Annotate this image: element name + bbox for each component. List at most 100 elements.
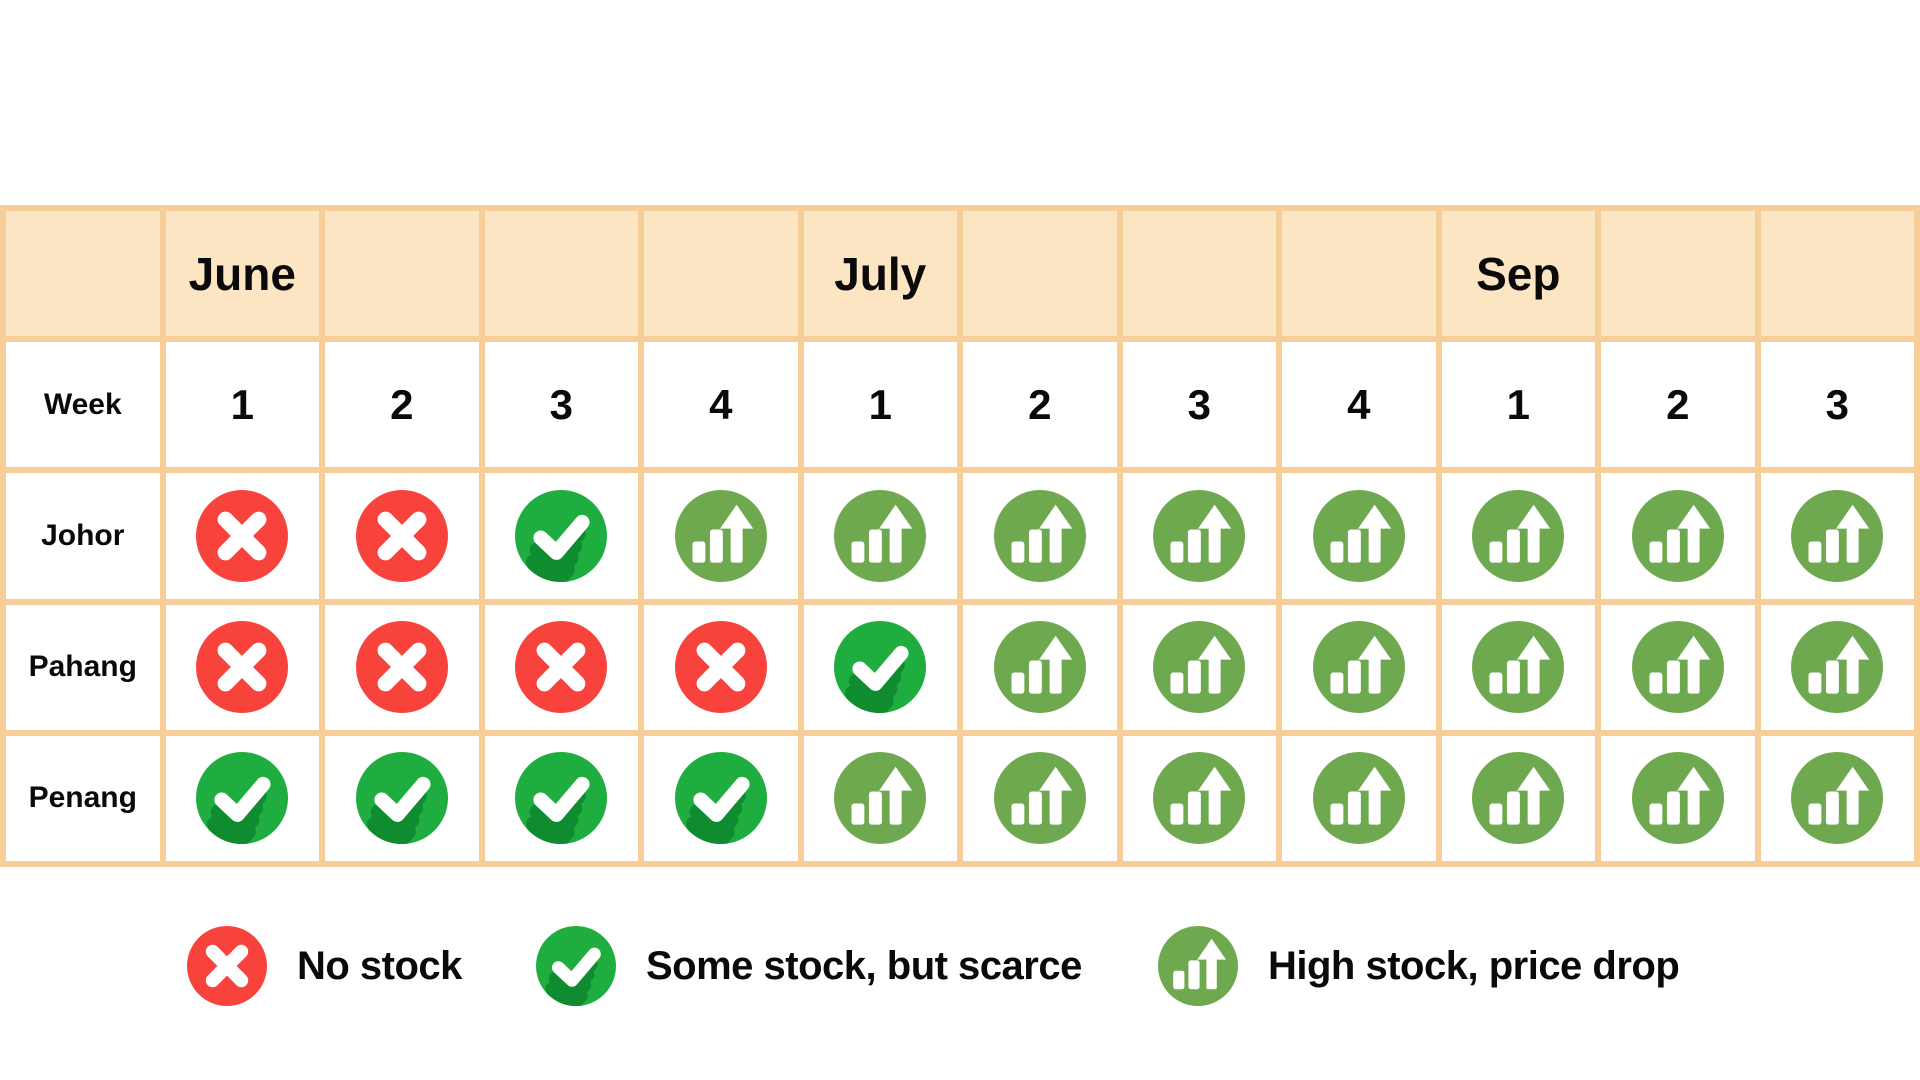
- status-cell-high-stock: [1282, 735, 1436, 861]
- week-number-cell-text: 3: [1825, 380, 1849, 428]
- week-number-cell: 2: [963, 342, 1117, 468]
- some-stock-icon: [536, 926, 616, 1006]
- month-cell-empty: [1601, 211, 1755, 337]
- rising-bars-icon: [1312, 752, 1405, 845]
- week-number-cell: 2: [1601, 342, 1755, 468]
- rising-bars-icon: [1631, 489, 1724, 582]
- status-cell-high-stock: [963, 735, 1117, 861]
- rising-bars-icon: [834, 752, 927, 845]
- week-number-cell: 1: [1441, 342, 1595, 468]
- x-circle-icon: [196, 621, 289, 714]
- rising-bars-icon: [674, 489, 767, 582]
- x-circle-icon: [515, 621, 608, 714]
- status-cell-high-stock: [1760, 735, 1914, 861]
- rising-bars-icon: [1791, 621, 1884, 714]
- month-cell-empty: [325, 211, 479, 337]
- rising-bars-icon: [993, 489, 1086, 582]
- row-label-cell-pahang-text: Pahang: [28, 650, 137, 684]
- rising-bars-icon: [993, 621, 1086, 714]
- week-number-cell: 3: [484, 342, 638, 468]
- month-cell-empty: [963, 211, 1117, 337]
- status-cell-high-stock: [1441, 604, 1595, 730]
- week-number-cell: 1: [165, 342, 319, 468]
- rising-bars-icon: [1472, 621, 1565, 714]
- row-label-cell-pahang: Pahang: [6, 604, 160, 730]
- rising-bars-icon: [1312, 489, 1405, 582]
- legend-label-some-stock: Some stock, but scarce: [646, 943, 1082, 988]
- status-cell-high-stock: [1760, 473, 1914, 599]
- status-cell-high-stock: [1601, 735, 1755, 861]
- rising-bars-icon: [1153, 752, 1246, 845]
- month-cell-july-text: July: [834, 247, 927, 300]
- month-cell-sep: Sep: [1441, 211, 1595, 337]
- x-circle-icon: [674, 621, 767, 714]
- row-label-cell-johor-text: Johor: [41, 518, 125, 552]
- month-cell-empty: [484, 211, 638, 337]
- row-label-cell-penang-text: Penang: [28, 781, 137, 815]
- check-circle-icon: [674, 752, 767, 845]
- status-cell-high-stock: [1122, 735, 1276, 861]
- week-number-cell-text: 2: [1028, 380, 1052, 428]
- status-cell-high-stock: [1441, 473, 1595, 599]
- month-cell-empty: [6, 211, 160, 337]
- rising-bars-icon: [1153, 621, 1246, 714]
- week-number-cell-text: 1: [1506, 380, 1530, 428]
- week-number-cell: 3: [1760, 342, 1914, 468]
- rising-bars-icon: [1631, 752, 1724, 845]
- rising-bars-icon: [1312, 621, 1405, 714]
- legend: No stock Some stock, but scarce High sto…: [0, 925, 1920, 1007]
- status-cell-no-stock: [165, 473, 319, 599]
- x-circle-icon: [355, 621, 448, 714]
- x-circle-icon: [196, 489, 289, 582]
- rising-bars-icon: [1631, 621, 1724, 714]
- status-cell-high-stock: [963, 473, 1117, 599]
- status-cell-high-stock: [1122, 604, 1276, 730]
- status-cell-some-stock: [644, 735, 798, 861]
- legend-item-no-stock: No stock: [187, 925, 462, 1007]
- rising-bars-icon: [1791, 489, 1884, 582]
- month-cell-june: June: [165, 211, 319, 337]
- status-cell-high-stock: [1760, 604, 1914, 730]
- status-cell-some-stock: [165, 735, 319, 861]
- check-circle-icon: [355, 752, 448, 845]
- week-header-cell-text: Week: [43, 387, 122, 421]
- week-number-cell-text: 3: [1187, 380, 1211, 428]
- status-cell-high-stock: [1282, 473, 1436, 599]
- week-number-cell: 2: [325, 342, 479, 468]
- rising-bars-icon: [993, 752, 1086, 845]
- status-cell-some-stock: [484, 735, 638, 861]
- week-number-cell-text: 1: [230, 380, 254, 428]
- month-cell-empty: [644, 211, 798, 337]
- month-cell-june-text: June: [188, 247, 296, 300]
- legend-item-some-stock: Some stock, but scarce: [536, 925, 1082, 1007]
- week-number-cell: 4: [1282, 342, 1436, 468]
- rising-bars-icon: [1791, 752, 1884, 845]
- status-cell-high-stock: [644, 473, 798, 599]
- week-number-cell: 1: [803, 342, 957, 468]
- month-cell-july: July: [803, 211, 957, 337]
- rising-bars-icon: [1153, 489, 1246, 582]
- week-number-cell-text: 3: [549, 380, 573, 428]
- status-cell-some-stock: [325, 735, 479, 861]
- check-circle-icon: [515, 489, 608, 582]
- x-circle-icon: [187, 926, 267, 1006]
- x-circle-icon: [355, 489, 448, 582]
- row-label-cell-johor: Johor: [6, 473, 160, 599]
- high-stock-icon: [1158, 926, 1238, 1006]
- week-header-cell: Week: [6, 342, 160, 468]
- no-stock-icon: [187, 926, 267, 1006]
- week-number-cell-text: 4: [1347, 380, 1371, 428]
- status-cell-high-stock: [1601, 604, 1755, 730]
- month-cell-empty: [1282, 211, 1436, 337]
- rising-bars-icon: [1158, 926, 1238, 1006]
- week-number-cell-text: 2: [390, 380, 414, 428]
- status-cell-no-stock: [644, 604, 798, 730]
- status-cell-some-stock: [484, 473, 638, 599]
- status-cell-no-stock: [484, 604, 638, 730]
- week-number-cell: 3: [1122, 342, 1276, 468]
- status-cell-some-stock: [803, 604, 957, 730]
- rising-bars-icon: [1472, 752, 1565, 845]
- status-cell-high-stock: [803, 473, 957, 599]
- month-cell-sep-text: Sep: [1476, 247, 1561, 300]
